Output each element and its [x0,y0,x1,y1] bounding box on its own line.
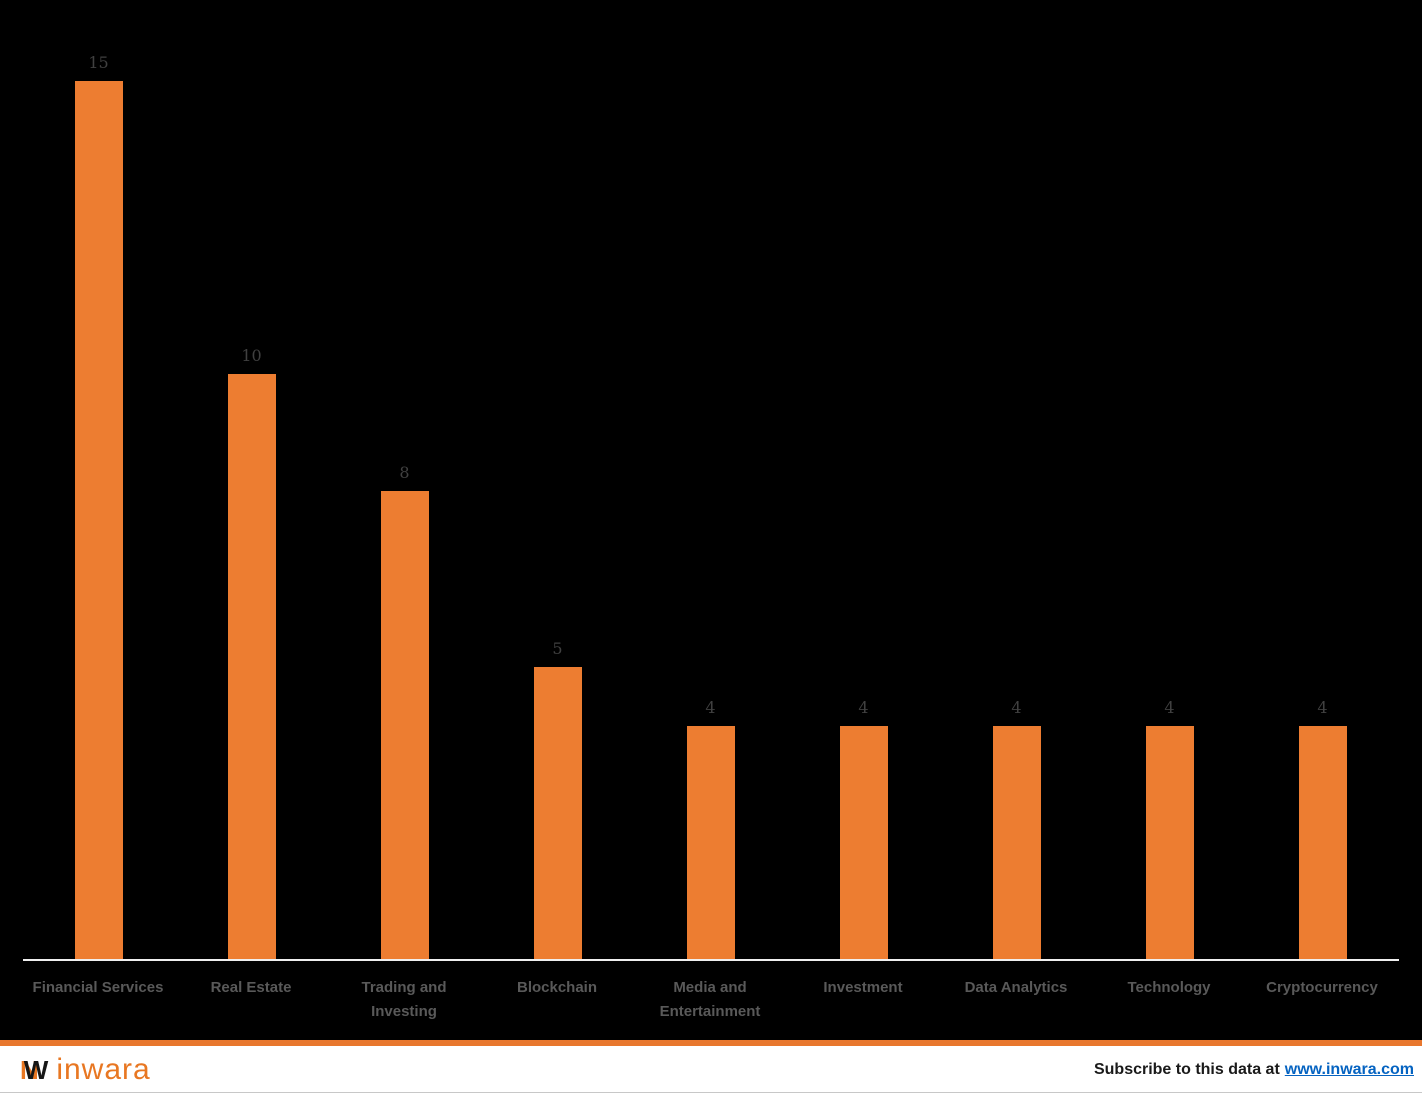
bar [1298,726,1347,960]
bar [74,81,123,960]
inwara-wordmark: inwara [56,1052,151,1086]
bar-stack: 15 [22,0,175,960]
bar-stack: 4 [940,0,1093,960]
category-label: Blockchain [516,979,598,996]
bar-data-label: 4 [858,698,869,717]
subscribe-label: Subscribe to this data at [1093,1060,1280,1078]
x-axis-line [23,959,1399,961]
category-slot: 8 Trading and Investing [328,0,481,1040]
bar-stack: 4 [1246,0,1399,960]
footer-bar: NW inwara Subscribe to this data at www.i… [0,1040,1422,1097]
bar-stack: 5 [481,0,634,960]
bar-slots: 15 Financial Services 10 Real Estate 8 Tradin… [22,0,1400,1040]
bar-stack: 4 [634,0,787,960]
bar-data-label: 4 [705,698,716,717]
category-slot: 4 Technology [1093,0,1246,1040]
bar-data-label: 10 [241,346,262,365]
bar [839,726,888,960]
category-label: Trading and Investing [361,979,447,1020]
bar-stack: 8 [328,0,481,960]
category-slot: 15 Financial Services [22,0,175,1040]
category-slot: 4 Cryptocurrency [1246,0,1399,1040]
category-slot: 10 Real Estate [175,0,328,1040]
bar-data-label: 4 [1317,698,1328,717]
category-label: Real Estate [210,979,292,996]
bar-data-label: 4 [1164,698,1175,717]
bar [380,491,429,960]
bar [992,726,1041,960]
category-label: Investment [823,979,903,996]
bar-data-label: 5 [552,639,563,658]
bar-data-label: 15 [88,53,109,72]
category-slot: 4 Investment [787,0,940,1040]
category-slot: 5 Blockchain [481,0,634,1040]
bar-stack: 4 [1093,0,1246,960]
bar-data-label: 8 [399,463,410,482]
inwara-link[interactable]: www.inwara.com [1284,1060,1414,1078]
category-label: Technology [1127,979,1211,996]
bar [686,726,735,960]
subscribe-text: Subscribe to this data at www.inwara.com [1094,1061,1414,1079]
logo-monogram-left: N [20,1054,39,1085]
logo-monogram-right: W [23,1054,49,1085]
inwara-logo: NW inwara [20,1052,151,1086]
category-slot: 4 Media and Entertainment [634,0,787,1040]
bar [1145,726,1194,960]
category-slot: 4 Data Analytics [940,0,1093,1040]
category-label: Cryptocurrency [1266,979,1378,996]
bar [227,374,276,960]
inwara-logo-icon: NW [20,1054,49,1085]
bar-stack: 4 [787,0,940,960]
category-label: Media and Entertainment [659,979,761,1020]
bar-stack: 10 [175,0,328,960]
bar-chart: 15 Financial Services 10 Real Estate 8 Tradin… [0,0,1422,1040]
bar [533,667,582,960]
category-label: Financial Services [32,979,164,996]
bar-data-label: 4 [1011,698,1022,717]
category-label: Data Analytics [964,979,1068,996]
